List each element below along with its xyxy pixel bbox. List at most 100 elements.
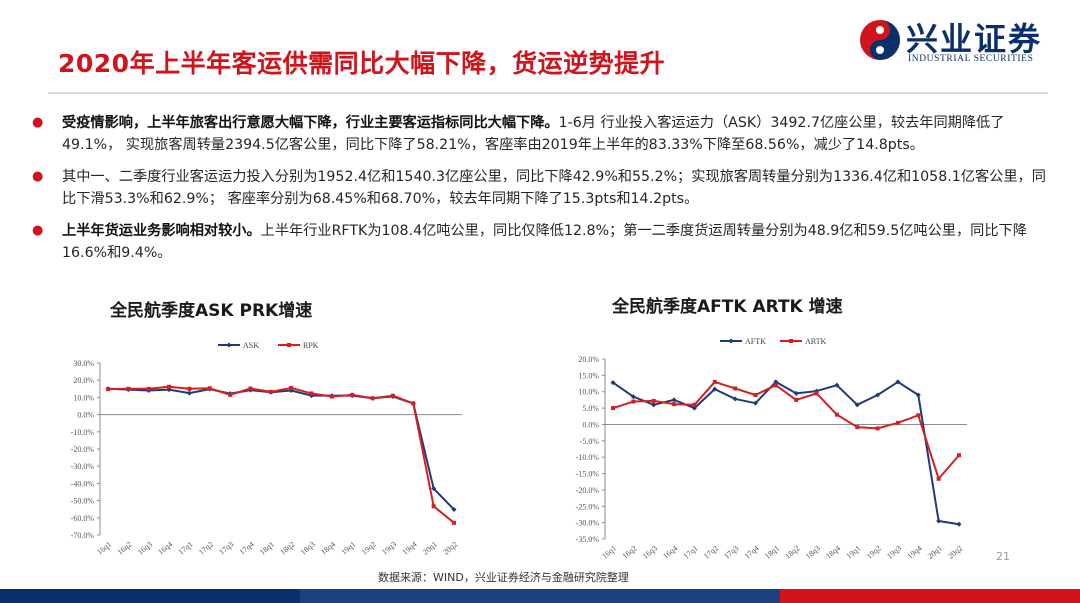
bullet-list: ● 受疫情影响，上半年旅客出行意愿大幅下降，行业主要客运指标同比大幅下降。1-6…	[30, 112, 1050, 274]
data-point-aftk	[956, 521, 962, 527]
data-point-rpk	[431, 504, 436, 509]
y-tick-label: 0.0%	[77, 411, 94, 420]
x-tick-label: 19q4	[401, 540, 419, 557]
x-tick-label: 17q4	[238, 540, 256, 557]
data-point-rpk	[289, 385, 294, 390]
company-logo-icon	[860, 20, 900, 60]
page-number: 21	[996, 550, 1010, 563]
title-divider	[48, 92, 1048, 94]
data-point-artk	[651, 398, 656, 403]
y-tick-label: 30.0%	[73, 359, 94, 368]
data-point-artk	[936, 476, 941, 481]
x-tick-label: 19q2	[360, 540, 378, 557]
y-tick-label: -50.0%	[71, 497, 95, 506]
data-point-rpk	[390, 393, 395, 398]
series-line-aftk	[612, 380, 960, 526]
x-tick-label: 18q4	[319, 540, 337, 557]
y-tick-label: 0.0%	[582, 420, 599, 429]
data-point-rpk	[350, 392, 355, 397]
x-tick-label: 19q1	[844, 544, 862, 561]
legend-marker	[287, 343, 291, 347]
bullet-item-1: ● 受疫情影响，上半年旅客出行意愿大幅下降，行业主要客运指标同比大幅下降。1-6…	[30, 112, 1050, 156]
x-tick-label: 17q4	[743, 544, 761, 561]
x-tick-label: 18q3	[804, 544, 822, 561]
bullet-item-2: ● 其中一、二季度行业客运运力投入分别为1952.4亿和1540.3亿座公里，同…	[30, 166, 1050, 210]
page-title: 2020年上半年客运供需同比大幅下降，货运逆势提升	[58, 49, 666, 78]
x-tick-label: 17q2	[702, 544, 720, 561]
data-point-ask	[431, 486, 437, 492]
x-tick-label: 16q1	[95, 540, 113, 557]
x-tick-label: 19q3	[885, 544, 903, 561]
data-point-aftk	[691, 405, 697, 411]
data-point-aftk	[752, 400, 758, 406]
legend-marker	[226, 342, 232, 348]
y-tick-label: -20.0%	[576, 486, 600, 495]
footer-band	[0, 589, 1080, 603]
x-tick-label: 20q1	[421, 540, 439, 557]
legend-label-rpk: RPK	[303, 341, 319, 350]
legend-marker	[789, 339, 793, 343]
y-tick-label: -30.0%	[71, 462, 95, 471]
data-point-aftk	[671, 397, 677, 403]
data-point-artk	[855, 425, 860, 430]
bullet-dot-icon: ●	[32, 223, 44, 238]
data-point-artk	[753, 393, 758, 397]
bullet-dot-icon: ●	[32, 115, 44, 130]
data-point-rpk	[309, 391, 314, 396]
y-tick-label: 5.0%	[582, 404, 599, 413]
x-tick-label: 17q2	[197, 540, 215, 557]
bullet-2-text: 其中一、二季度行业客运运力投入分别为1952.4亿和1540.3亿座公里，同比下…	[62, 169, 1046, 207]
data-point-ask	[309, 393, 315, 399]
data-point-rpk	[248, 386, 253, 391]
data-point-aftk	[895, 379, 901, 385]
x-tick-label: 17q1	[682, 544, 700, 561]
y-tick-label: 20.0%	[73, 376, 94, 385]
data-point-artk	[957, 453, 961, 458]
x-tick-label: 16q1	[600, 544, 618, 561]
data-point-aftk	[630, 394, 636, 400]
data-point-aftk	[712, 386, 718, 392]
x-tick-label: 16q3	[136, 540, 154, 557]
data-point-artk	[794, 397, 799, 402]
x-tick-label: 17q1	[177, 540, 195, 557]
data-point-rpk	[411, 401, 416, 406]
y-tick-label: -10.0%	[576, 453, 600, 462]
y-tick-label: -35.0%	[576, 535, 600, 544]
data-point-rpk	[452, 520, 456, 525]
x-tick-label: 18q3	[299, 540, 317, 557]
x-tick-label: 17q3	[217, 540, 235, 557]
data-point-artk	[672, 402, 677, 407]
data-point-rpk	[228, 392, 233, 397]
ask-rpk-chart: 30.0% 20.0% 10.0% 0.0% -10.0% -20.0% -30.0% -40…	[71, 341, 462, 557]
logo-name: 兴业证券	[906, 20, 1043, 58]
data-point-ask	[186, 390, 192, 396]
data-point-artk	[712, 379, 717, 384]
legend-label-artk: ARTK	[805, 337, 827, 346]
data-point-rpk	[187, 386, 192, 391]
data-point-rpk	[329, 394, 334, 399]
y-tick-label: -30.0%	[576, 519, 600, 528]
data-point-rpk	[167, 384, 172, 389]
data-point-artk	[631, 399, 636, 404]
aftk-artk-chart: 20.0% 15.0% 10.0% 5.0% 0.0% -5.0% -10.0% -15.0%…	[576, 337, 967, 561]
y-tick-label: -40.0%	[71, 479, 95, 488]
data-point-aftk	[854, 402, 860, 408]
data-point-aftk	[834, 382, 840, 388]
y-tick-label: -70.0%	[71, 531, 95, 540]
chart-1-title: 全民航季度ASK PRK增速	[110, 301, 313, 321]
legend-label-ask: ASK	[243, 341, 259, 350]
data-point-aftk	[875, 392, 881, 398]
x-tick-label: 16q2	[621, 544, 639, 561]
data-point-artk	[692, 402, 697, 407]
bullet-dot-icon: ●	[32, 169, 44, 184]
data-point-artk	[875, 426, 880, 431]
x-tick-label: 18q2	[783, 544, 801, 561]
data-point-aftk	[793, 390, 799, 396]
data-point-aftk	[651, 402, 657, 408]
data-point-artk	[611, 406, 615, 411]
x-tick-label: 16q2	[116, 540, 134, 557]
x-tick-label: 18q4	[824, 544, 842, 561]
data-point-artk	[834, 412, 839, 417]
x-tick-label: 20q2	[441, 540, 459, 557]
data-point-artk	[895, 420, 900, 425]
